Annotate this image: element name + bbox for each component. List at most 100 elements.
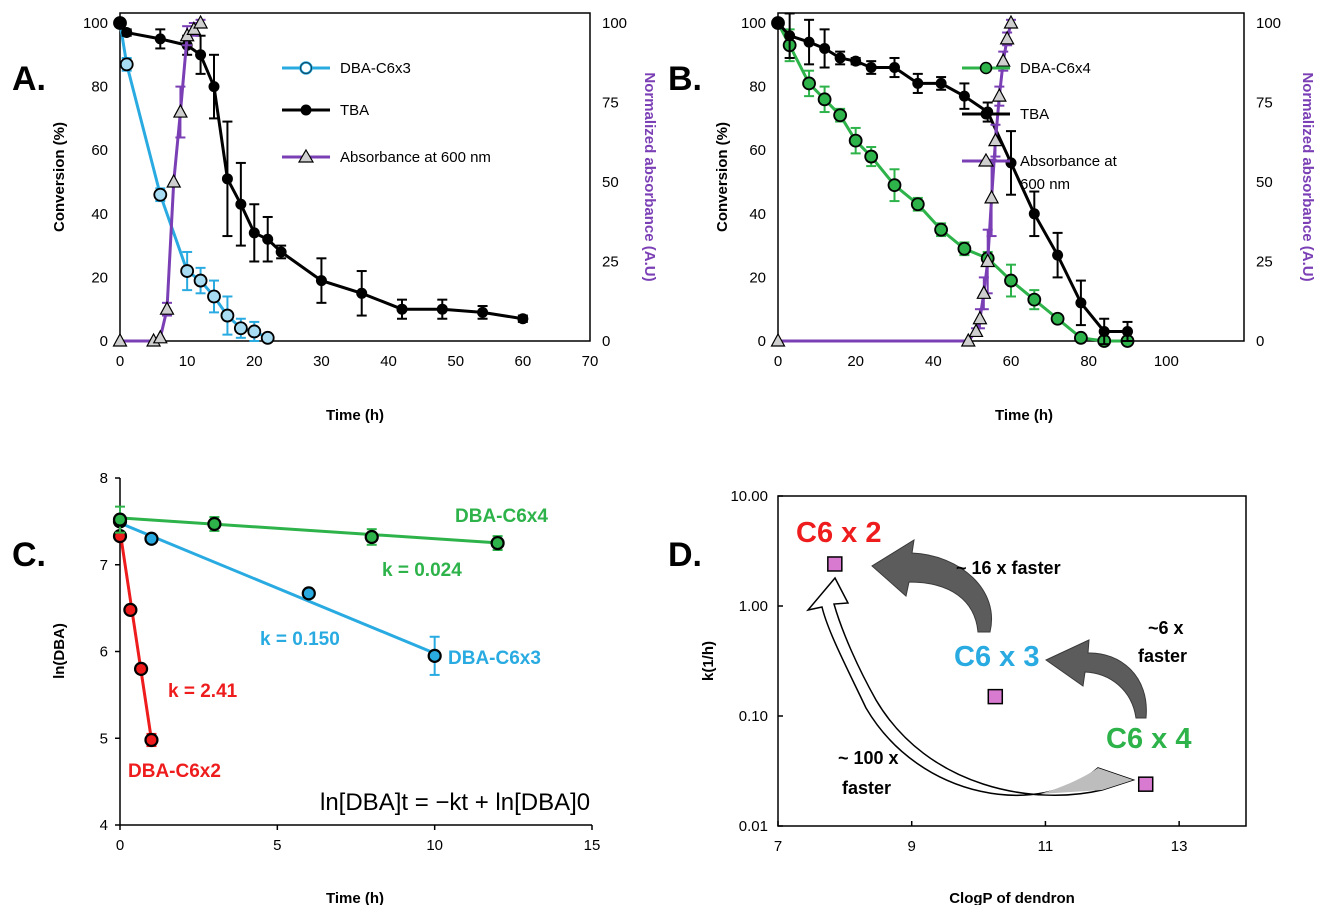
panel-a-y2tick-label: 0 xyxy=(602,333,610,350)
panel-a-legend: DBA-C6x3 TBA Absorbance at 600 nm xyxy=(282,60,491,166)
panel-a-data xyxy=(112,14,529,347)
panel-b-xtick-label: 100 xyxy=(1154,353,1179,370)
panel-a-dba-c6x3-point xyxy=(247,324,262,339)
panel-b-xtick-label: 60 xyxy=(1003,353,1020,370)
panel-d-xtick-label: 13 xyxy=(1171,838,1188,855)
panel-c-dba-c6x2-fit-line xyxy=(118,530,153,741)
panel-b-y2tick-label: 75 xyxy=(1256,95,1273,112)
panel-b-y2tick-label: 0 xyxy=(1256,333,1264,350)
panel-c-dba-c6x4-point xyxy=(490,535,505,551)
panel-c-dba-c6x2-point xyxy=(144,732,159,748)
legend-entry-tba: TBA xyxy=(282,102,369,119)
panel-a-dba-c6x3-point xyxy=(180,264,195,278)
panel-d-ticks: 7 9 11 13 0.01 0.10 1.00 10.00 xyxy=(730,488,1187,855)
arrow-tail-shade xyxy=(1040,768,1133,794)
legend-label-absorbance-b-line2: 600 nm xyxy=(1020,176,1070,193)
panel-b-absorbance-at-600-nm-point xyxy=(999,30,1015,45)
panel-c-xtick-label: 10 xyxy=(426,837,443,854)
panel-b-dba-c6x4-point xyxy=(848,133,863,148)
panel-c-dba-c6x2-point xyxy=(133,661,149,676)
panel-a-absorbance-at-600-nm-line xyxy=(120,21,202,343)
panel-c-letter: C. xyxy=(12,536,46,574)
panel-a-absorbance-at-600-nm-point xyxy=(166,173,182,188)
panel-a-y2label: Normalized absorbance (A.U) xyxy=(641,72,658,281)
panel-a-ytick-label: 80 xyxy=(91,79,108,96)
panel-b-absorbance-at-600-nm-point xyxy=(1003,14,1019,29)
panel-b-dba-c6x4-point xyxy=(887,178,902,193)
panel-a-tba-point xyxy=(477,306,489,318)
panel-b-ytick-label: 0 xyxy=(758,333,766,350)
panel-d-ylabel: k(1/h) xyxy=(700,641,717,681)
panel-c-label-dba-c6x2: DBA-C6x2 xyxy=(128,761,221,782)
panel-b-dba-c6x4-point xyxy=(934,222,948,237)
panel-a-tba-point xyxy=(235,198,247,210)
panel-b-dba-c6x4-point xyxy=(817,92,832,107)
panel-a-xtick-label: 0 xyxy=(116,353,124,370)
panel-c-label-k-c6x3: k = 0.150 xyxy=(260,629,340,650)
panel-b-tba-point xyxy=(1075,297,1087,309)
legend-label-absorbance: Absorbance at 600 nm xyxy=(340,149,491,166)
panel-a-absorbance-at-600-nm-point xyxy=(152,329,168,344)
panel-d-label-c6x2: C6 x 2 xyxy=(796,517,881,549)
legend-entry-dba-c6x3: DBA-C6x3 xyxy=(282,60,411,77)
panel-a-letter: A. xyxy=(12,60,46,98)
panel-b-ytick-label: 20 xyxy=(749,269,766,286)
panel-a-tba-point xyxy=(356,287,368,299)
panel-b-dba-c6x4-point xyxy=(864,149,879,164)
panel-c-label-dba-c6x4: DBA-C6x4 xyxy=(455,506,548,527)
panel-b-absorbance-at-600-nm-point xyxy=(968,323,984,338)
panel-b-y2label: Normalized absorbance (A.U) xyxy=(1299,72,1316,281)
panel-d-xtick-label: 9 xyxy=(908,838,916,855)
panel-a-ytick-label: 40 xyxy=(91,206,108,223)
panel-d-data xyxy=(827,556,1154,792)
panel-a-dba-c6x3-point xyxy=(153,187,168,202)
panel-b-xtick-label: 20 xyxy=(847,353,864,370)
panel-b-data xyxy=(770,12,1135,348)
panel-a-ytick-label: 100 xyxy=(83,15,108,32)
panel-c-xtick-label: 5 xyxy=(273,837,281,854)
panel-a-absorbance-at-600-nm-point xyxy=(193,14,209,29)
panel-a-absorbance-at-600-nm-point xyxy=(112,332,128,347)
panel-b-absorbance-at-600-nm-point xyxy=(972,310,988,325)
panel-b-absorbance-at-600-nm-point xyxy=(991,87,1007,102)
panel-b-letter: B. xyxy=(668,60,702,98)
panel-a-tba-point xyxy=(154,33,166,45)
panel-b-tba-point xyxy=(784,30,796,42)
panel-a-xtick-label: 70 xyxy=(582,353,599,370)
panel-a-tba-point xyxy=(436,303,448,315)
panel-b-xtick-label: 0 xyxy=(774,353,782,370)
panel-d-label-c6x4: C6 x 4 xyxy=(1106,723,1191,755)
panel-a-y2tick-label: 75 xyxy=(602,95,619,112)
panel-b-tba-point xyxy=(1028,208,1040,220)
panel-a-dba-c6x3-point xyxy=(207,289,221,304)
panel-b-dba-c6x4-point xyxy=(802,76,816,91)
panel-b-ytick-label: 40 xyxy=(749,206,766,223)
panel-a-tba-point xyxy=(221,173,233,185)
panel-a-y2tick-label: 100 xyxy=(602,15,627,32)
legend-label-dba-c6x4: DBA-C6x4 xyxy=(1020,60,1091,77)
panel-b-xtick-label: 80 xyxy=(1080,353,1097,370)
panel-b-ytick-label: 80 xyxy=(749,79,766,96)
panel-d: D. 7 9 11 13 0.01 0.10 1.00 10.00 C6 x 2 C6 x 3… xyxy=(668,488,1247,905)
panel-b-absorbance-at-600-nm-point xyxy=(960,332,976,347)
panel-c-ytick-label: 7 xyxy=(100,557,108,574)
panel-b-dba-c6x4-point xyxy=(1074,330,1088,345)
panel-d-annotation-6x-line2: faster xyxy=(1138,646,1187,666)
panel-c-ytick-label: 8 xyxy=(100,470,108,487)
panel-b-tba-point xyxy=(803,36,815,48)
panel-c: C. 0 5 10 15 4 5 6 7 8 DBA-C6x4 k = 0.024 k = 0.… xyxy=(12,470,600,905)
panel-b-tba-point xyxy=(819,42,831,54)
panel-a-xtick-label: 40 xyxy=(380,353,397,370)
panel-c-label-dba-c6x3: DBA-C6x3 xyxy=(448,648,541,669)
legend-label-dba-c6x3: DBA-C6x3 xyxy=(340,60,411,77)
panel-c-ticks: 0 5 10 15 4 5 6 7 8 xyxy=(100,470,601,854)
panel-c-data xyxy=(112,505,505,748)
panel-c-dba-c6x2-point xyxy=(123,602,138,617)
panel-a: A. 0 10 20 30 40 50 60 700204060801000255075100… xyxy=(12,12,658,424)
panel-d-xlabel: ClogP of dendron xyxy=(949,890,1075,905)
panel-b-tba-point xyxy=(772,17,784,29)
panel-b-tba-point xyxy=(889,62,900,74)
panel-c-dba-c6x4-fit-line xyxy=(119,516,498,545)
